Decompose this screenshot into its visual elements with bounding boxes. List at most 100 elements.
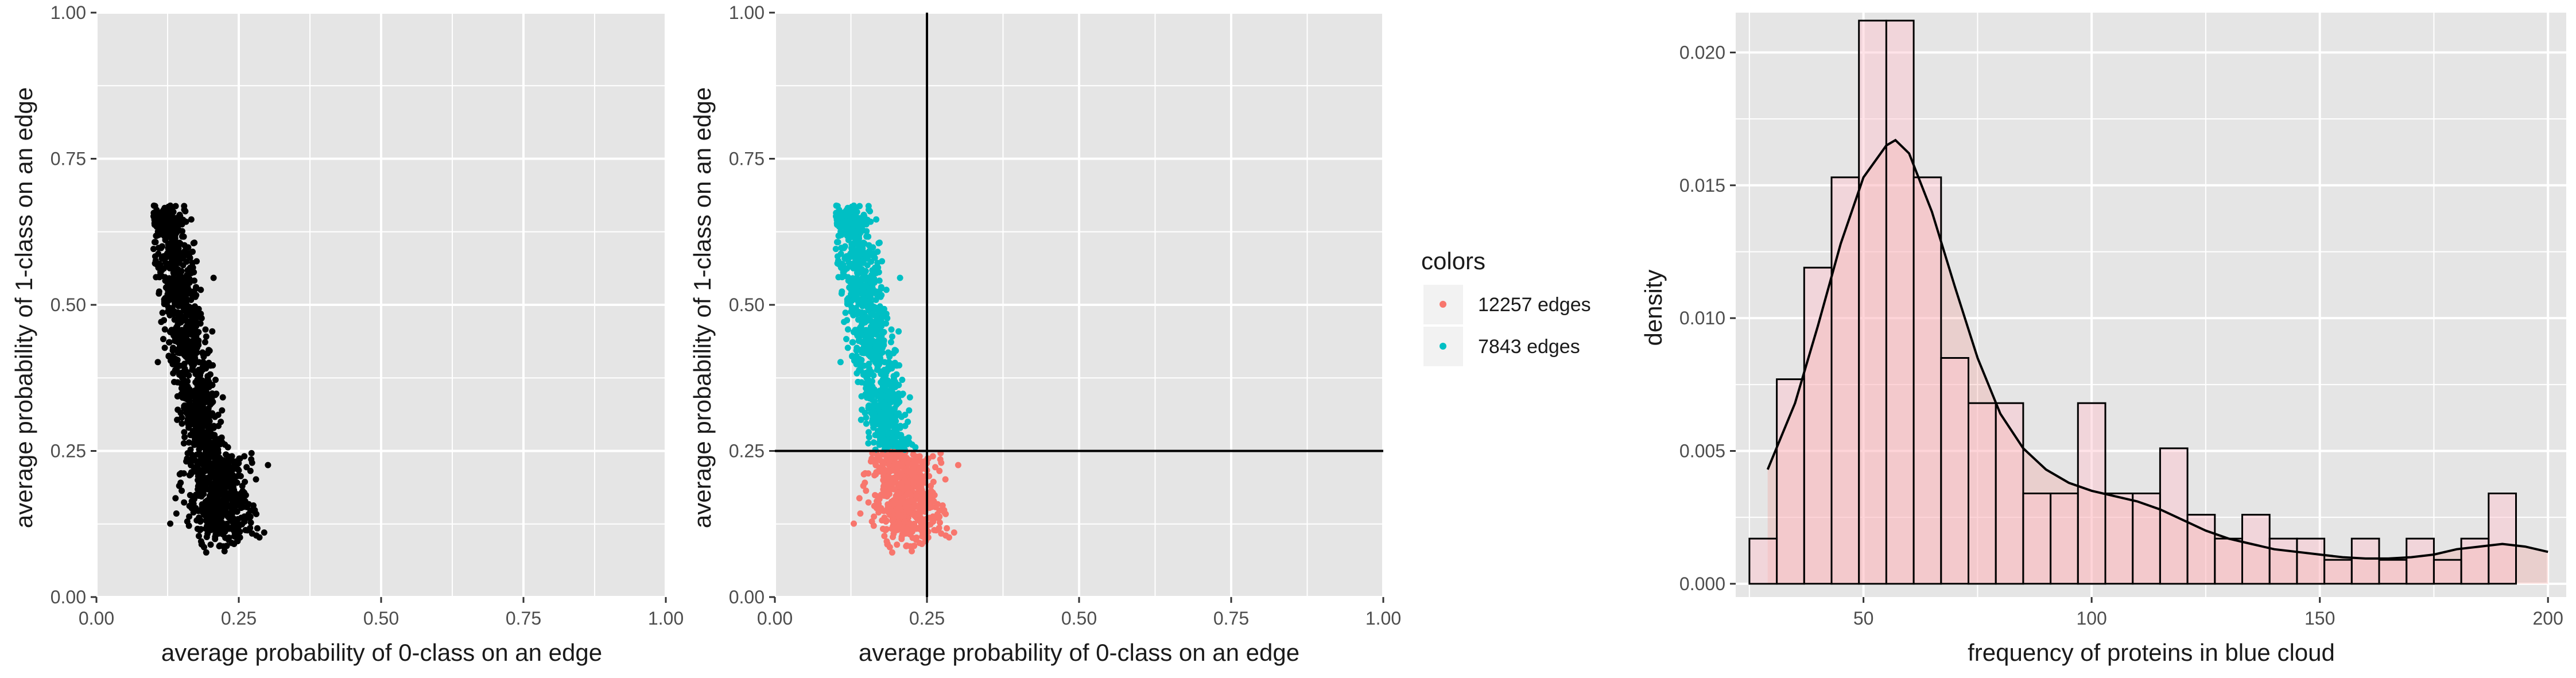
data-point [212,484,219,491]
data-point [218,439,225,445]
y-tick-label: 0.015 [1679,175,1725,196]
data-point [155,260,162,267]
data-point [181,402,188,409]
data-point [247,519,254,526]
data-point [886,359,892,366]
data-point [862,479,868,486]
data-point [179,228,185,235]
data-point [199,481,206,488]
data-point [196,533,202,540]
y-tick-label: 0.020 [1679,42,1725,63]
data-point [890,350,897,357]
data-point [855,282,862,289]
data-point [180,216,187,223]
data-point [182,344,189,351]
y-axis: 0.00 0.25 0.50 0.75 1.00 [51,2,96,607]
data-point [884,541,891,548]
data-point [841,273,848,280]
histogram-bar [2050,493,2079,585]
data-point [150,202,157,209]
histogram-bar [1885,20,1915,585]
data-point [876,277,883,284]
histogram-bar [2433,559,2462,585]
data-point [905,483,911,490]
data-point [219,407,226,414]
data-point [200,359,207,366]
data-point [874,493,881,500]
data-point [174,406,181,413]
data-point [189,499,196,506]
data-point [871,350,878,357]
data-point [192,327,199,334]
data-point [906,467,913,474]
data-point [181,288,188,295]
data-point [867,384,874,391]
data-point [861,221,867,228]
data-point [242,498,249,505]
data-point [217,526,224,533]
data-point [215,476,222,483]
data-point [936,467,943,474]
data-point [863,420,870,427]
data-point [189,305,196,312]
data-point [882,384,889,391]
data-point [187,330,194,336]
x-tick-label: 0.75 [1213,608,1249,629]
data-point [893,475,899,482]
data-point [208,411,215,418]
data-point [213,390,220,397]
histogram-bar [2241,514,2271,585]
data-point [893,433,900,440]
data-point [912,444,919,451]
histogram-bar [1968,402,1997,585]
data-point [183,369,190,375]
data-point [186,513,193,520]
data-point [170,370,177,377]
data-point [188,471,195,478]
histogram-bar [2488,493,2517,585]
data-point [185,439,192,446]
data-point [853,352,860,359]
legend-key-teal-dot [1440,343,1446,350]
data-point [927,521,934,528]
histogram-bar [2350,537,2380,585]
data-point [843,253,850,259]
data-point [895,411,902,418]
data-point [174,379,181,386]
data-point [177,479,184,486]
data-point [168,230,175,237]
data-point [211,461,218,467]
data-point [176,240,183,247]
data-point [900,495,907,502]
data-point [915,504,922,511]
data-point [215,518,222,525]
density-curve [1766,138,2548,560]
x-tick-label: 150 [2305,608,2335,629]
data-point [864,304,871,311]
data-point [886,467,893,473]
data-point [168,214,174,220]
y-axis-title: average probability of 1-class on an edg… [10,87,37,528]
data-point [919,533,926,540]
data-point [889,417,896,424]
histogram-bar [1748,537,1778,585]
data-point [215,446,222,453]
data-point [880,337,887,344]
data-point [181,206,188,213]
data-point [860,240,867,247]
data-point [837,250,844,257]
data-point [161,317,168,324]
data-point [160,253,167,259]
data-point [156,290,162,297]
data-point [202,383,209,390]
data-point [183,339,189,346]
data-point [866,350,872,357]
y-tick-label: 0.75 [729,149,765,169]
data-point [234,508,240,515]
data-point [205,405,212,412]
data-point [204,350,211,357]
data-point [158,273,165,280]
data-point [886,508,893,515]
data-point [184,396,191,403]
data-point [893,492,900,499]
